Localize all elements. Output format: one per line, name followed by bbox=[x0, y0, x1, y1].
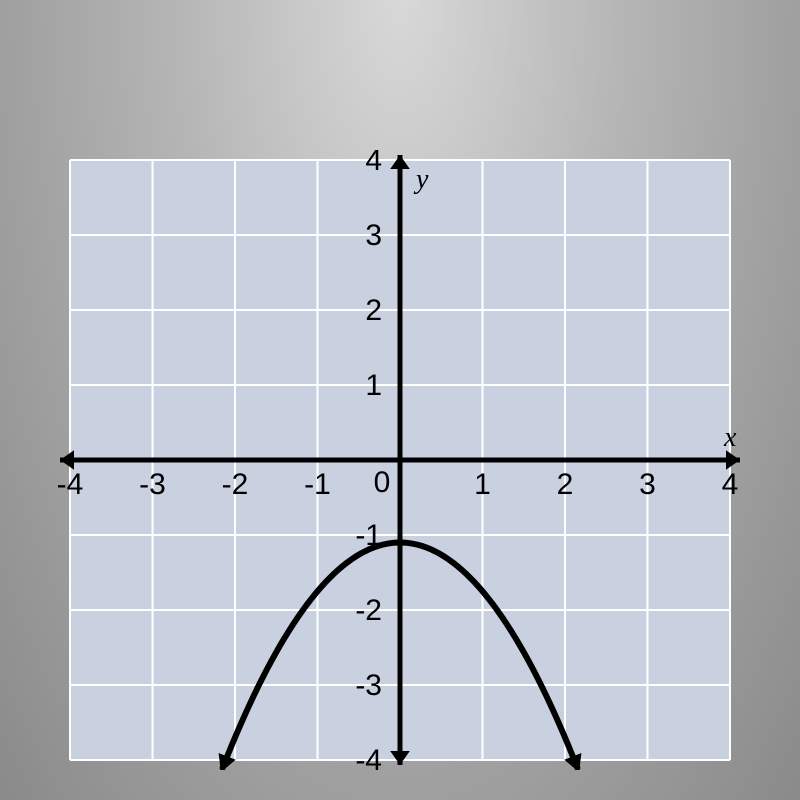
x-tick-label: 1 bbox=[474, 468, 491, 501]
y-tick-label: -2 bbox=[355, 594, 382, 627]
x-tick-label: -1 bbox=[304, 468, 331, 501]
x-tick-label: 4 bbox=[722, 468, 739, 501]
y-tick-label: 3 bbox=[365, 219, 382, 252]
y-tick-label: 2 bbox=[365, 294, 382, 327]
y-tick-label: -4 bbox=[355, 744, 382, 770]
x-tick-label: -4 bbox=[57, 468, 84, 501]
y-tick-label: -3 bbox=[355, 669, 382, 702]
coordinate-chart: -4-3-2-101234-4-3-2-11234xy bbox=[40, 150, 760, 770]
x-tick-label: 2 bbox=[557, 468, 574, 501]
x-tick-label: 3 bbox=[639, 468, 656, 501]
arrowhead-icon bbox=[726, 450, 740, 470]
y-axis-label: y bbox=[413, 164, 429, 195]
x-tick-label: -3 bbox=[139, 468, 166, 501]
chart-svg: -4-3-2-101234-4-3-2-11234xy bbox=[40, 150, 760, 770]
x-tick-label: -2 bbox=[222, 468, 249, 501]
arrowhead-icon bbox=[60, 450, 74, 470]
origin-label: 0 bbox=[374, 466, 391, 499]
y-tick-label: 1 bbox=[365, 369, 382, 402]
x-axis-label: x bbox=[723, 422, 737, 453]
y-tick-label: 4 bbox=[365, 150, 382, 177]
